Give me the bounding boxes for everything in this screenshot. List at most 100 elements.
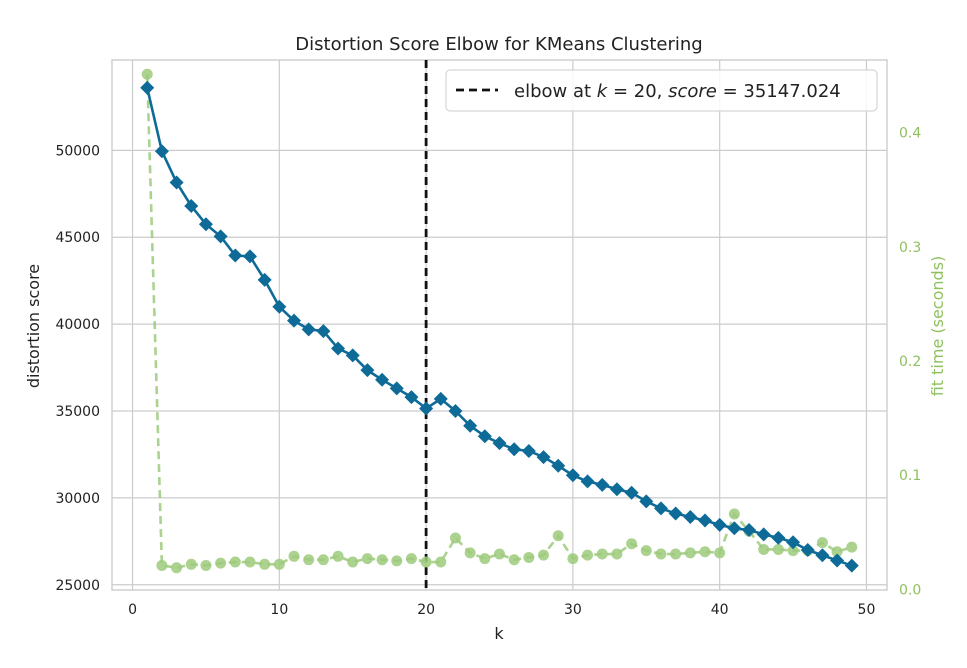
fit-time-point — [787, 545, 799, 557]
y-tick-label: 35000 — [55, 404, 100, 420]
distortion-point — [448, 404, 463, 419]
fit-time-point — [200, 559, 212, 571]
distortion-point — [536, 450, 551, 465]
fit-time-point — [728, 508, 740, 520]
distortion-point — [815, 548, 830, 563]
fit-time-point — [611, 548, 623, 560]
distortion-point — [404, 390, 419, 405]
fit-time-point — [317, 554, 329, 566]
distortion-point — [624, 485, 639, 500]
distortion-point — [609, 482, 624, 497]
legend-box — [445, 69, 878, 112]
distortion-point — [727, 521, 742, 536]
legend-score-symbol: score — [668, 81, 717, 102]
chart-title: Distortion Score Elbow for KMeans Cluste… — [295, 34, 702, 55]
distortion-point — [683, 510, 698, 525]
fit-time-point — [626, 538, 638, 550]
distortion-point — [844, 558, 859, 573]
fit-time-point — [655, 548, 667, 560]
y2-tick-label: 0.1 — [899, 468, 921, 484]
distortion-point — [800, 543, 815, 558]
distortion-point — [639, 494, 654, 509]
distortion-point — [140, 80, 155, 95]
distortion-point — [301, 322, 316, 337]
legend-k-symbol: k — [597, 81, 609, 102]
y-axis-label: distortion score — [24, 264, 43, 388]
fit-time-point — [405, 553, 417, 565]
distortion-series — [140, 80, 859, 573]
legend-k-value: 20 — [634, 81, 657, 102]
y2-tick-label: 0.4 — [899, 126, 921, 142]
fit-time-point — [244, 556, 256, 568]
distortion-point — [742, 523, 757, 538]
distortion-point — [375, 372, 390, 387]
fit-time-series — [141, 68, 858, 574]
distortion-point — [477, 429, 492, 444]
fit-time-point — [846, 541, 858, 553]
distortion-point — [242, 249, 257, 264]
distortion-point — [507, 442, 522, 457]
y2-tick-label: 0.3 — [899, 240, 921, 256]
distortion-point — [786, 535, 801, 550]
fit-time-point — [831, 546, 843, 558]
legend-label: elbow at k = 20, score = 35147.024 — [514, 81, 841, 102]
fit-time-point — [229, 556, 241, 568]
fit-time-point — [567, 553, 579, 565]
fit-time-point — [185, 558, 197, 570]
distortion-point — [287, 313, 302, 328]
distortion-point — [756, 527, 771, 542]
legend-equals-1: = — [607, 81, 634, 102]
fit-time-point — [494, 548, 505, 560]
distortion-point — [198, 217, 213, 232]
fit-time-point — [141, 68, 153, 80]
fit-time-point — [582, 549, 594, 561]
distortion-point — [697, 513, 712, 528]
distortion-point — [653, 501, 668, 516]
y-tick-label: 50000 — [55, 143, 100, 159]
distortion-point — [345, 348, 360, 363]
fit-time-point — [332, 550, 344, 562]
fit-time-point — [464, 547, 476, 559]
fit-time-point — [758, 543, 770, 555]
fit-time-point — [347, 556, 359, 568]
fit-time-point — [420, 556, 432, 568]
distortion-point — [580, 474, 595, 489]
distortion-point — [213, 229, 228, 244]
fit-time-point — [523, 551, 535, 563]
fit-time-point — [288, 550, 300, 562]
distortion-point — [184, 198, 199, 213]
fit-time-point — [156, 559, 168, 571]
legend-comma: , — [657, 81, 668, 102]
distortion-point — [433, 391, 448, 406]
fit-time-point — [259, 558, 271, 570]
distortion-point — [257, 272, 272, 287]
distortion-point — [154, 144, 169, 159]
x-tick-label: 50 — [858, 602, 876, 618]
fit-time-point — [552, 530, 564, 542]
distortion-point — [565, 468, 580, 483]
fit-time-point — [435, 556, 447, 568]
y-tick-label: 40000 — [55, 317, 100, 333]
fit-time-point — [714, 547, 726, 559]
distortion-point — [463, 418, 478, 433]
x-tick-label: 40 — [711, 602, 729, 618]
x-tick-label: 10 — [270, 602, 288, 618]
fit-time-point — [303, 554, 315, 566]
distortion-point — [521, 443, 536, 458]
fit-time-point — [816, 537, 828, 549]
distortion-point — [389, 381, 404, 396]
fit-time-point — [273, 558, 285, 570]
distortion-point — [668, 506, 683, 521]
legend-score-value: 35147.024 — [743, 81, 840, 102]
fit-time-point — [391, 555, 403, 567]
x-tick-label: 0 — [128, 602, 137, 618]
distortion-point — [360, 363, 375, 378]
fit-time-point — [449, 532, 461, 544]
fit-time-point — [670, 548, 682, 560]
distortion-point — [712, 517, 727, 532]
legend: elbow at k = 20, score = 35147.024 — [445, 69, 878, 112]
fit-time-point — [640, 545, 652, 557]
plot-frame — [111, 59, 888, 591]
